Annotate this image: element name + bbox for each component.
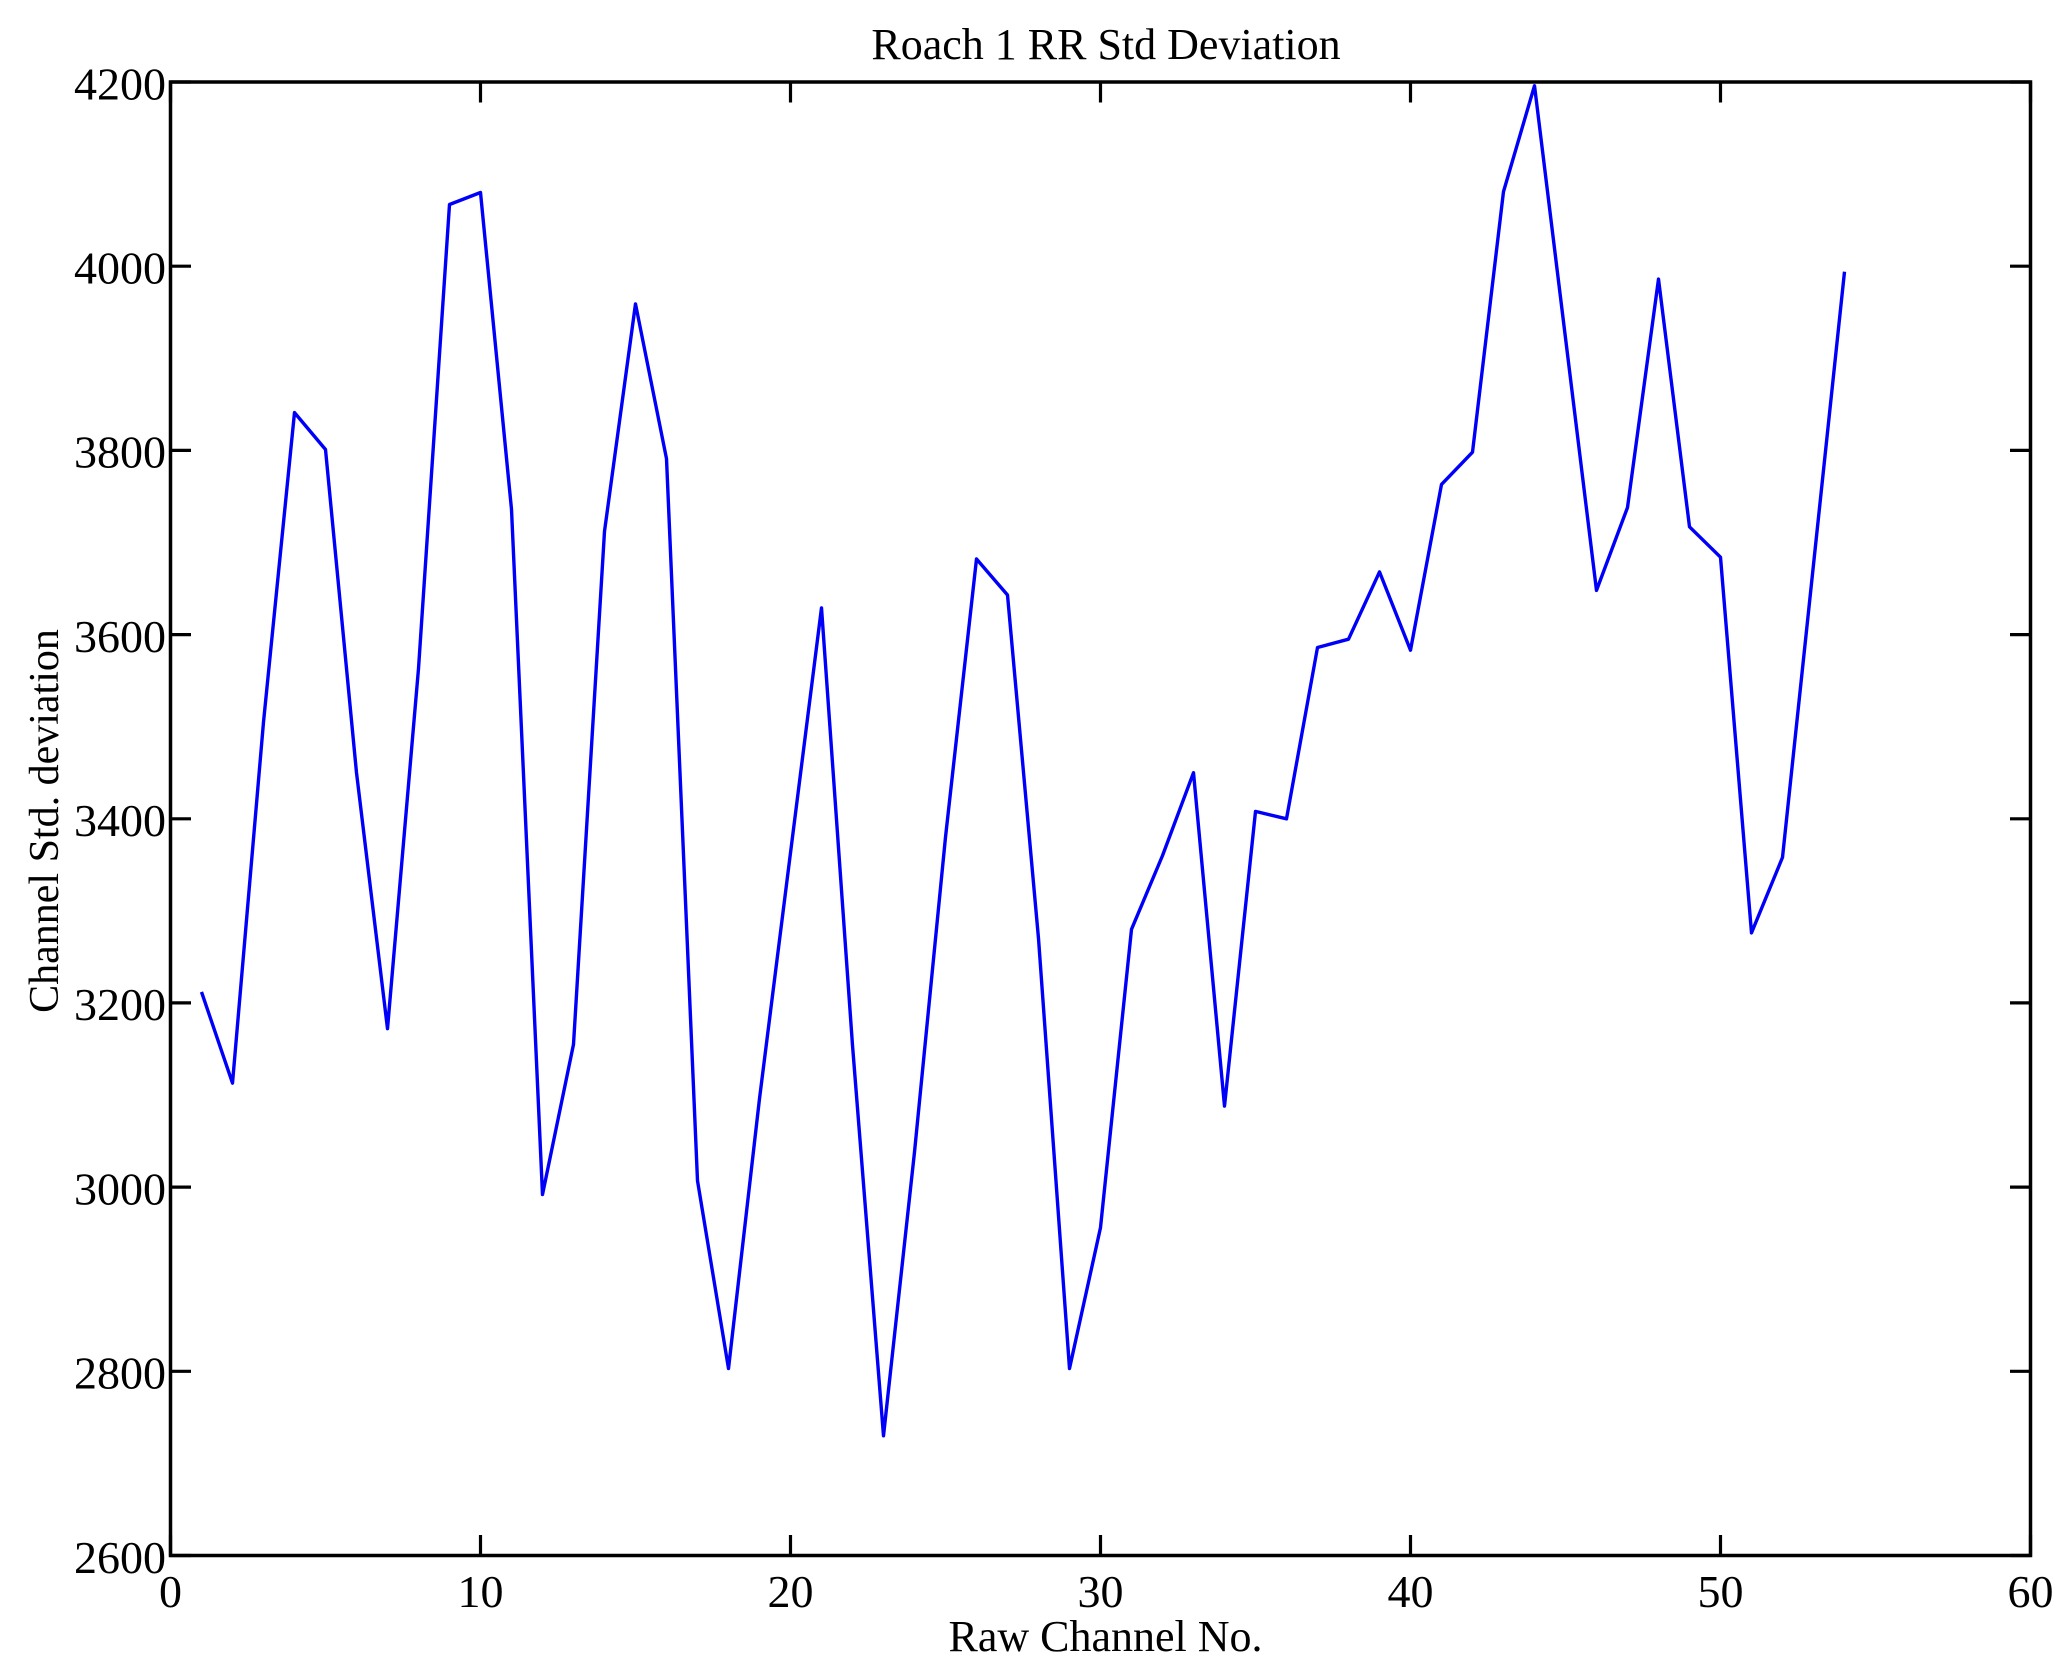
svg-text:3800: 3800 (74, 427, 166, 478)
svg-text:Raw Channel No.: Raw Channel No. (948, 1612, 1262, 1661)
svg-text:3600: 3600 (74, 611, 166, 662)
svg-text:50: 50 (1698, 1566, 1744, 1617)
svg-text:3000: 3000 (74, 1163, 166, 1214)
svg-text:40: 40 (1388, 1566, 1434, 1617)
svg-text:3200: 3200 (74, 979, 166, 1030)
svg-text:4000: 4000 (74, 243, 166, 294)
svg-text:Channel Std. deviation: Channel Std. deviation (22, 629, 68, 1013)
svg-text:4200: 4200 (74, 58, 166, 109)
svg-text:60: 60 (2008, 1566, 2054, 1617)
svg-text:2600: 2600 (74, 1532, 166, 1583)
svg-text:2800: 2800 (74, 1348, 166, 1399)
svg-text:30: 30 (1078, 1566, 1124, 1617)
svg-text:10: 10 (458, 1566, 504, 1617)
svg-text:3400: 3400 (74, 795, 166, 846)
svg-text:0: 0 (159, 1566, 182, 1617)
svg-text:Roach 1 RR Std Deviation: Roach 1 RR Std Deviation (871, 20, 1340, 69)
svg-text:20: 20 (768, 1566, 814, 1617)
